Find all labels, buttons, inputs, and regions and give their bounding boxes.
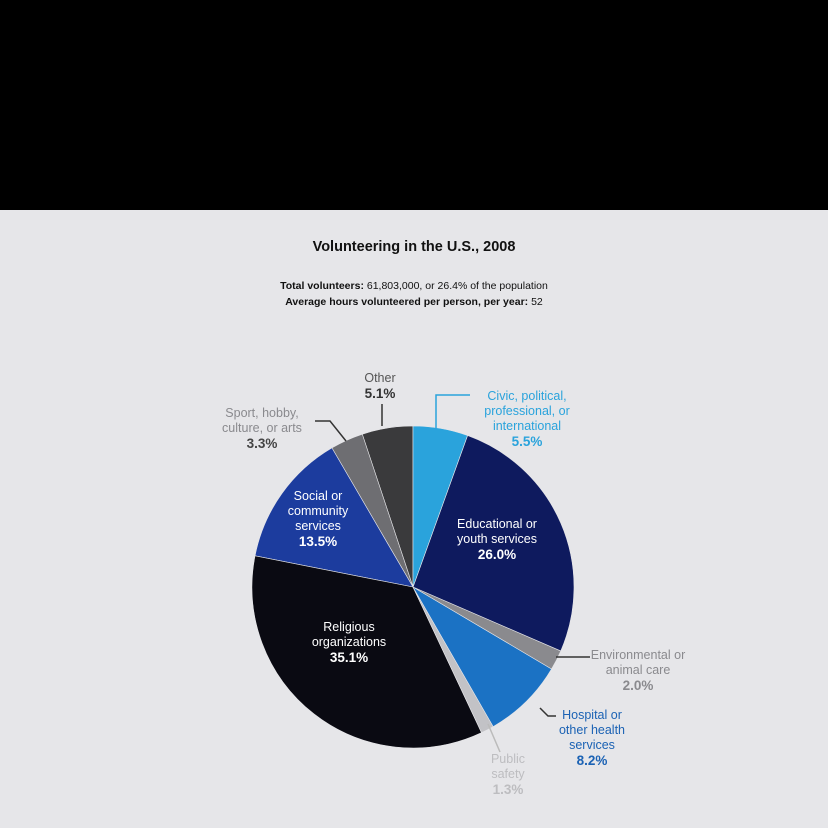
slice-label: Hospital or other health services 8.2% (547, 708, 637, 768)
slice-label: Educational or youth services 26.0% (452, 517, 542, 562)
total-value: 61,803,000, or 26.4% of the population (366, 280, 548, 292)
category-label: Public safety (490, 752, 526, 781)
subtitle: Average hours volunteered per person, pe… (0, 296, 828, 308)
leader-line (315, 420, 347, 442)
value-label: 5.5% (511, 434, 543, 449)
category-label: Other (364, 371, 396, 385)
leader-lines (315, 394, 590, 753)
value-label: 26.0% (477, 547, 517, 562)
value-label: 35.1% (329, 650, 369, 665)
hours-value: 52 (531, 296, 543, 308)
value-label: 13.5% (298, 534, 338, 549)
chart-title: Volunteering in the U.S., 2008 (312, 239, 516, 255)
total-label: Total volunteers: (280, 280, 364, 292)
category-label: Educational or youth services (457, 517, 537, 546)
pie-slice (412, 435, 575, 652)
pie-slice (251, 555, 482, 749)
value-label: 3.3% (246, 436, 278, 451)
slice-label: Environmental or animal care 2.0% (588, 648, 688, 693)
leader-line (487, 723, 501, 753)
subtitle: Total volunteers: 61,803,000, or 26.4% o… (0, 280, 828, 292)
slice-label: Social or community services 13.5% (276, 489, 360, 549)
leader-line (435, 394, 470, 428)
slice-label: Civic, political, professional, or inter… (471, 389, 583, 449)
category-label: Environmental or animal care (590, 648, 686, 677)
value-label: 8.2% (576, 753, 608, 768)
value-label: 1.3% (492, 782, 524, 797)
category-label: Hospital or other health services (558, 708, 626, 752)
value-label: 5.1% (364, 386, 396, 401)
value-label: 2.0% (622, 678, 654, 693)
slice-label: Sport, hobby, culture, or arts 3.3% (207, 406, 317, 451)
slice-label: Public safety 1.3% (486, 752, 530, 797)
leader-line (539, 707, 556, 717)
hours-label: Average hours volunteered per person, pe… (285, 296, 529, 308)
slice-label: Other 5.1% (350, 371, 410, 401)
category-label: Social or community services (287, 489, 349, 533)
pie-slice (412, 425, 468, 588)
category-label: Sport, hobby, culture, or arts (222, 406, 302, 435)
category-label: Religious organizations (311, 620, 387, 649)
slice-label: Religious organizations 35.1% (294, 620, 404, 665)
pie-slice (254, 447, 414, 588)
category-label: Civic, political, professional, or inter… (484, 389, 570, 433)
